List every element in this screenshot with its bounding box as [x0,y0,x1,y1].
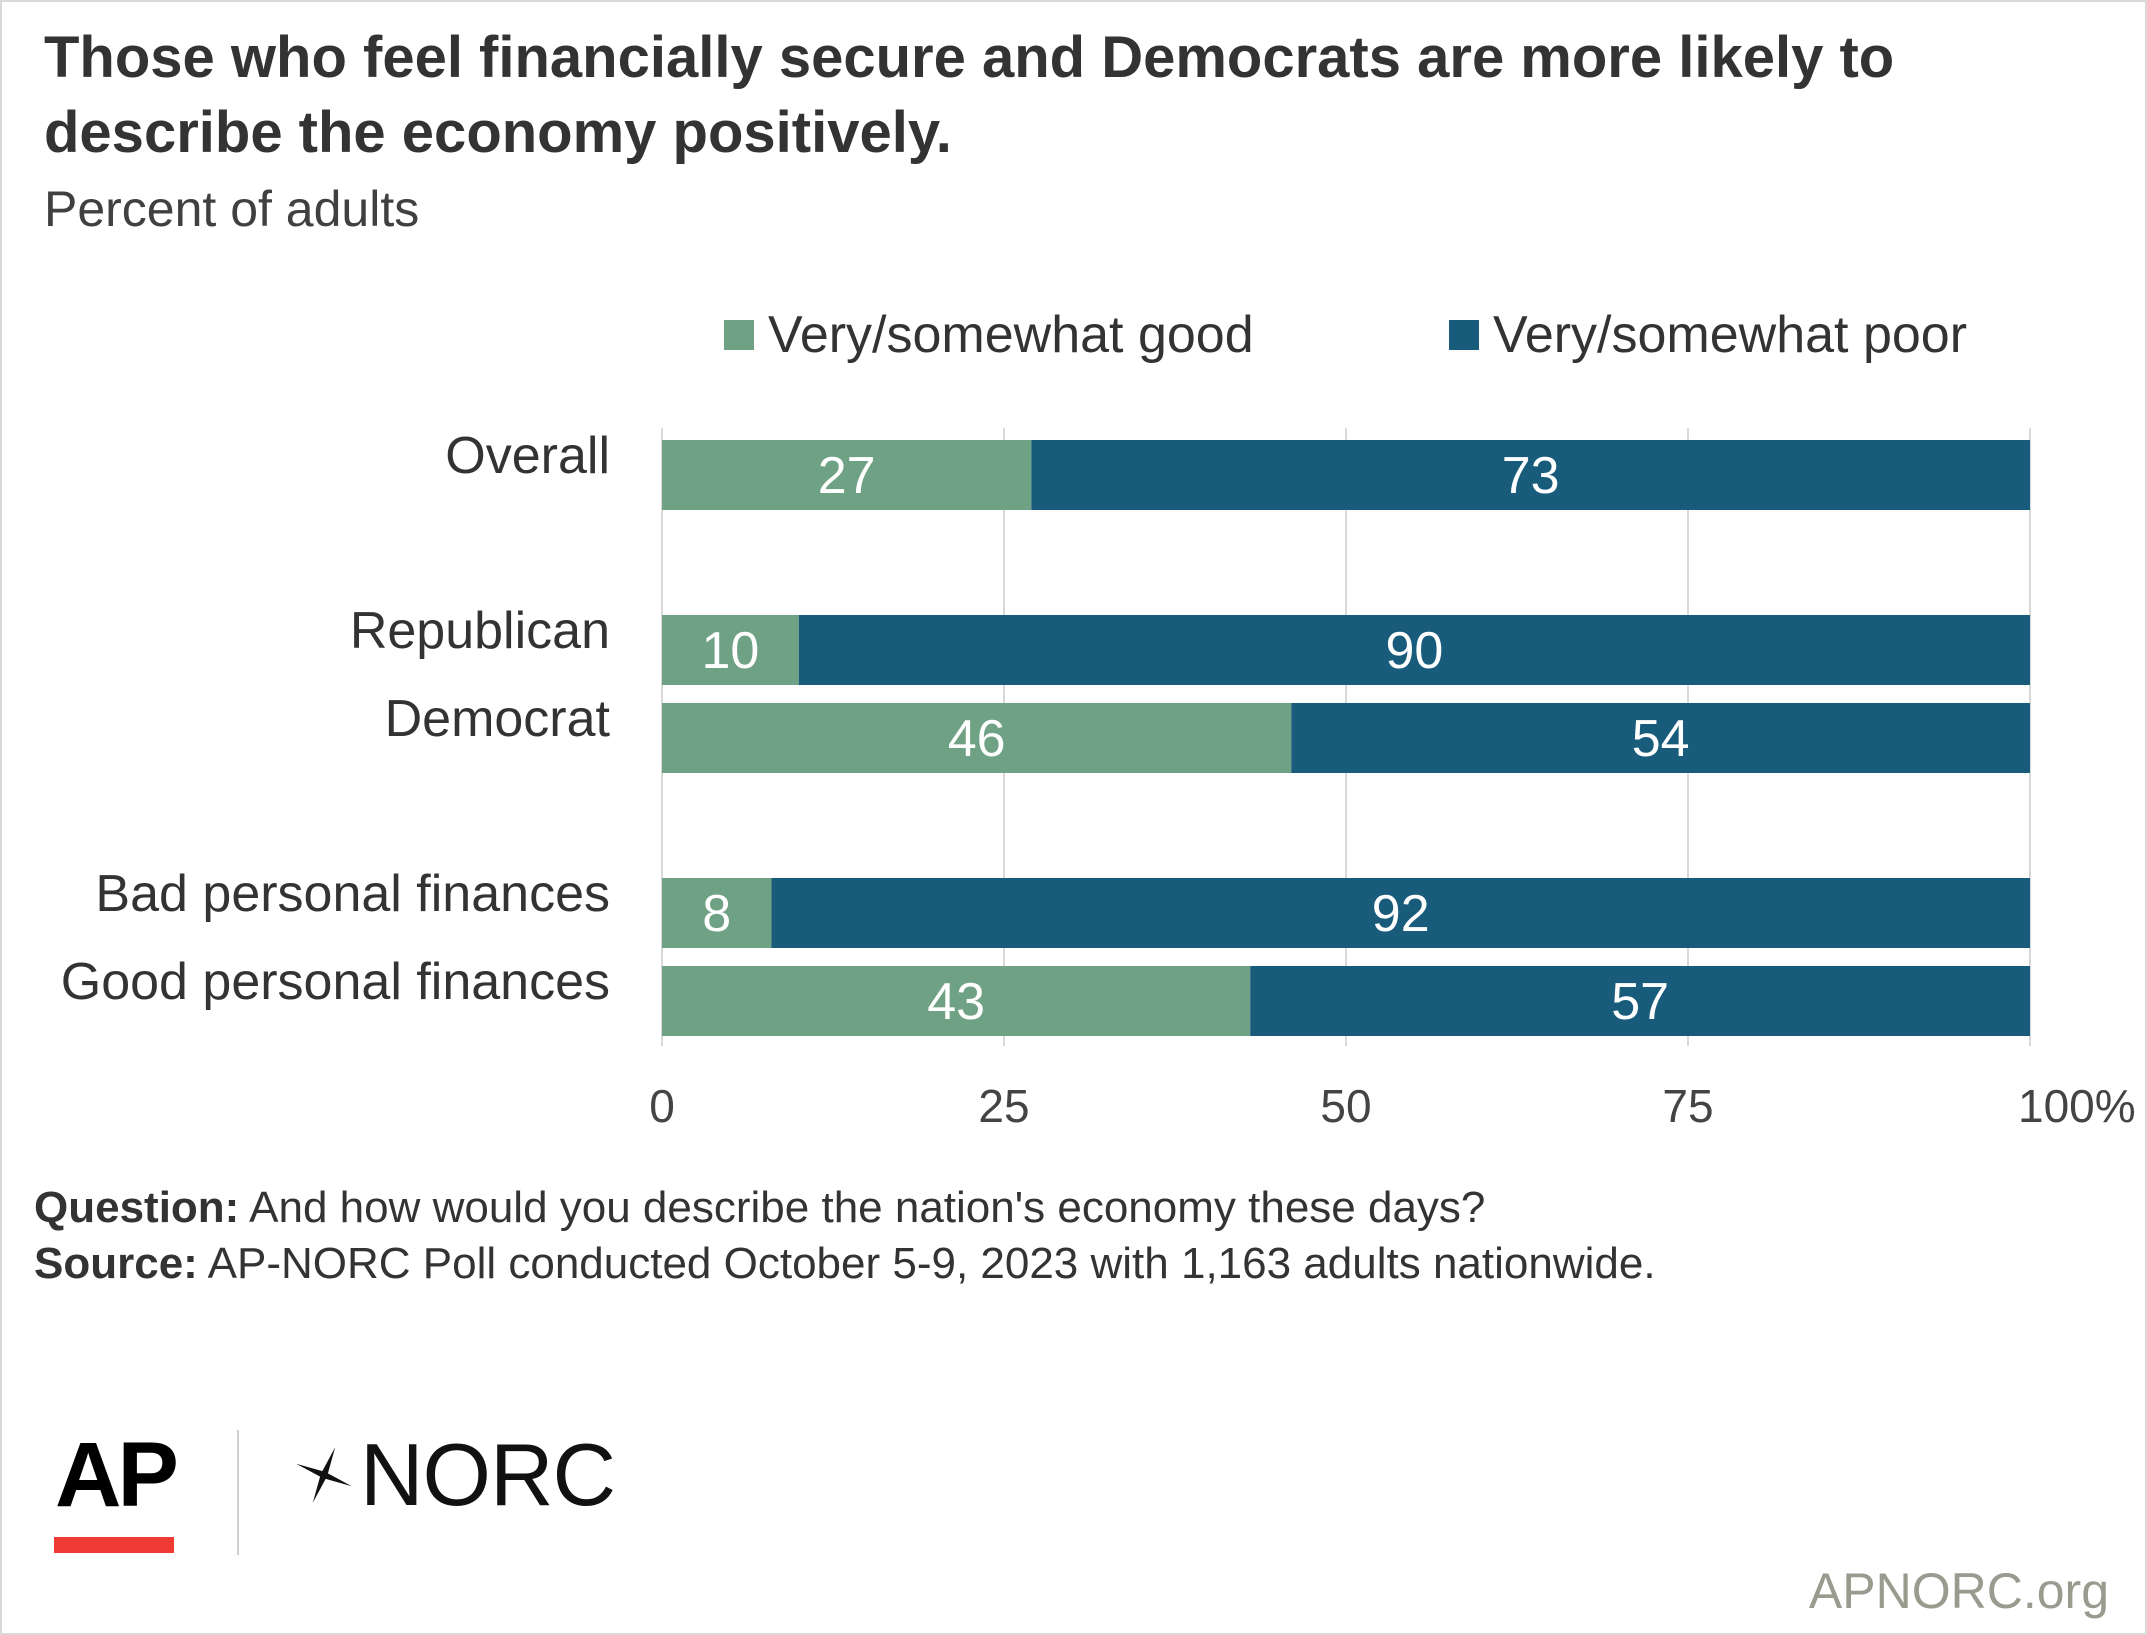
bar-segment-good [662,966,1251,1036]
data-label: 92 [1372,885,1430,943]
category-label: Democrat [385,690,611,748]
category-label: Good personal finances [61,953,610,1011]
site-url: APNORC.org [1808,1563,2109,1619]
x-tick-label: 50 [1320,1080,1371,1132]
data-label: 43 [927,973,985,1031]
category-label: Overall [445,427,610,485]
data-label: 10 [701,622,759,680]
source-note: Source: AP-NORC Poll conducted October 5… [34,1236,1656,1292]
legend-item-poor: Very/somewhat poor [1449,300,1967,370]
legend-label-poor: Very/somewhat poor [1493,306,1968,364]
norc-wordmark: NORC [360,1425,616,1524]
x-tick-label: 75 [1662,1080,1713,1132]
chart-subtitle: Percent of adults [44,181,420,237]
norc-logo: NORC [292,1425,616,1525]
bar-segment-good [662,878,772,948]
data-label: 27 [818,447,876,505]
data-label: 57 [1611,973,1669,1031]
x-tick-label: 0 [649,1080,675,1132]
legend-swatch-good [724,320,754,350]
question-text: And how would you describe the nation's … [249,1183,1486,1232]
legend-label-good: Very/somewhat good [768,306,1254,364]
ap-logo: AP [55,1424,179,1526]
category-label: Republican [350,602,610,660]
source-text: AP-NORC Poll conducted October 5-9, 2023… [207,1239,1656,1288]
data-label: 73 [1502,447,1560,505]
norc-star-icon [296,1447,352,1503]
legend-swatch-poor [1449,320,1479,350]
data-label: 8 [702,885,731,943]
question-note: Question: And how would you describe the… [34,1180,1656,1236]
ap-logo-bar [54,1537,174,1553]
legend-item-good: Very/somewhat good [724,300,1254,370]
bar-segment-good [662,703,1292,773]
source-label: Source: [34,1239,198,1288]
bar-segment-good [662,615,799,685]
question-label: Question: [34,1183,240,1232]
logo-divider [237,1430,239,1555]
chart-notes: Question: And how would you describe the… [34,1180,1656,1292]
data-label: 90 [1385,622,1443,680]
data-label: 46 [948,710,1006,768]
bar-segment-poor [798,615,2030,685]
x-tick-label: 25 [978,1080,1029,1132]
bar-segment-poor [1250,966,2030,1036]
x-tick-label: 100% [2018,1080,2136,1132]
chart-title: Those who feel financially secure and De… [44,25,1895,165]
bar-segment-poor [1031,440,2030,510]
bar-segment-poor [771,878,2031,948]
category-label: Bad personal finances [95,865,610,923]
stacked-bar-chart: 27 73 Overall 10 90 Republican 46 54 Democrat 8 92… [61,427,2136,1132]
bar-segment-poor [1291,703,2030,773]
data-label: 54 [1632,710,1690,768]
bar-segment-good [662,440,1032,510]
